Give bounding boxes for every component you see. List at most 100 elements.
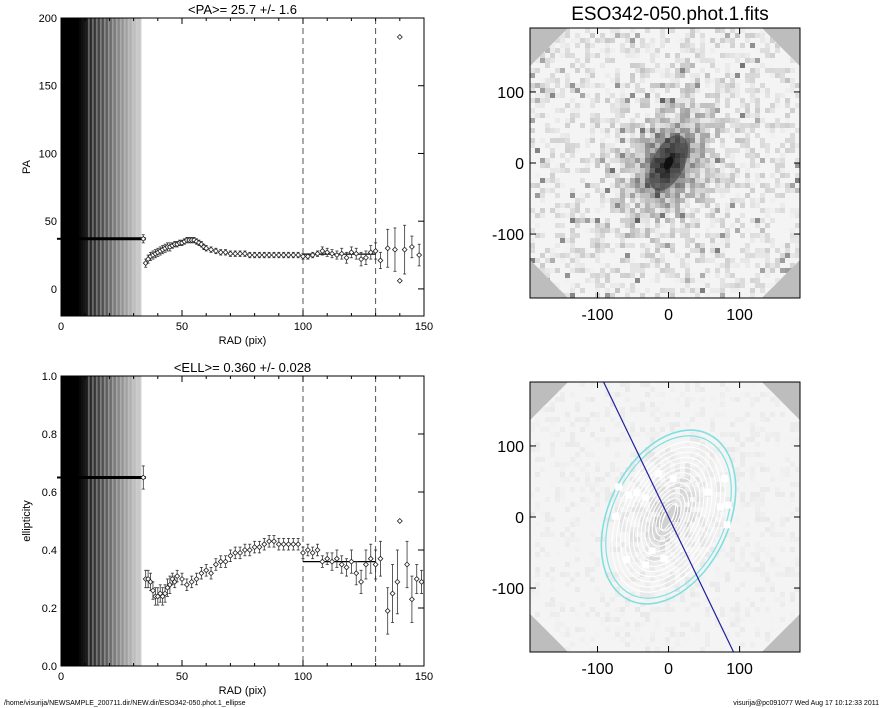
x-tick-label: 150 xyxy=(415,321,433,333)
data-point xyxy=(270,535,277,548)
x-tick-label: 100 xyxy=(294,671,312,683)
footer-user-timestamp: visurija@pc091077 Wed Aug 17 10:12:33 20… xyxy=(733,700,879,707)
data-point xyxy=(140,234,147,244)
x-axis-label: RAD (pix) xyxy=(219,685,267,697)
contour-ellipse xyxy=(648,487,689,547)
contour-ellipse xyxy=(640,477,697,557)
y-tick-label: 100 xyxy=(497,85,524,102)
y-tick-label: 0 xyxy=(515,510,524,527)
data-point xyxy=(237,546,244,560)
mask-block xyxy=(615,483,623,491)
contour-ellipse xyxy=(636,472,701,562)
data-point xyxy=(416,243,423,267)
contour-ellipse xyxy=(611,441,726,593)
data-point xyxy=(362,549,369,580)
x-tick-label: 100 xyxy=(726,307,753,324)
data-point xyxy=(290,538,297,551)
data-point xyxy=(193,572,200,586)
y-tick-label: -100 xyxy=(492,581,524,598)
data-point xyxy=(384,228,391,268)
data-point xyxy=(246,251,253,259)
x-axis-label: RAD (pix) xyxy=(219,335,267,347)
y-tick-label: 100 xyxy=(39,148,57,160)
data-point xyxy=(227,549,234,562)
data-point xyxy=(212,247,219,255)
chart-title: <PA>= 25.7 +/- 1.6 xyxy=(188,2,297,17)
data-point xyxy=(418,569,425,594)
y-tick-label: 100 xyxy=(497,439,524,456)
data-point xyxy=(241,543,248,557)
data-point xyxy=(275,251,282,259)
data-point xyxy=(251,251,258,259)
mask-block xyxy=(642,561,650,569)
y-tick-label: 0.4 xyxy=(42,545,57,557)
plot-frame xyxy=(60,17,425,317)
y-tick-label: 0.6 xyxy=(42,487,57,499)
data-point xyxy=(174,569,181,583)
data-point xyxy=(372,549,379,580)
x-tick-label: 50 xyxy=(176,671,188,683)
mask-block xyxy=(723,521,731,529)
data-point xyxy=(222,249,229,256)
data-point xyxy=(394,549,401,615)
data-point xyxy=(198,567,205,580)
data-point xyxy=(333,250,340,260)
data-point xyxy=(404,540,411,589)
y-tick-label: -100 xyxy=(492,227,524,244)
data-point xyxy=(343,251,350,264)
footer-file-path: /home/visurija/NEWSAMPLE_200711.dir/NEW.… xyxy=(4,700,246,707)
data-point xyxy=(324,247,331,257)
data-point xyxy=(232,250,239,257)
data-point xyxy=(256,540,263,554)
masked-inner-region xyxy=(61,376,142,666)
outer-contour xyxy=(600,429,737,605)
data-point xyxy=(391,227,398,272)
galaxy-image-panel: -100 0 100 -100 0 100 ESO342-050.phot.1.fits xyxy=(492,4,801,324)
data-point xyxy=(285,251,292,259)
data-point xyxy=(266,251,273,259)
x-tick-label: -100 xyxy=(581,307,613,324)
data-point xyxy=(389,564,396,623)
mask-block xyxy=(654,470,662,478)
data-point xyxy=(188,575,195,589)
data-point xyxy=(232,546,239,560)
data-point xyxy=(353,247,360,260)
data-point xyxy=(256,251,263,259)
data-point xyxy=(145,569,152,589)
ellipticity-profile-chart: 0 50 100 150 0.0 0.2 0.4 0.6 0.8 1.0 <ELL>= 0.360 … xyxy=(21,360,433,697)
data-point xyxy=(396,277,403,284)
x-tick-label: 0 xyxy=(58,671,64,683)
data-point xyxy=(217,249,224,256)
x-tick-label: 50 xyxy=(176,321,188,333)
x-tick-label: 0 xyxy=(58,321,64,333)
contour-ellipse xyxy=(651,492,686,542)
y-tick-label: 0.8 xyxy=(42,429,57,441)
data-point xyxy=(413,564,420,594)
mask-block xyxy=(648,547,656,555)
data-point xyxy=(295,538,302,551)
mask-block xyxy=(704,488,712,496)
data-point xyxy=(401,224,408,275)
data-point xyxy=(251,540,258,554)
x-tick-label: 100 xyxy=(726,661,753,678)
data-point xyxy=(246,543,253,557)
data-point xyxy=(348,246,355,259)
y-axis-label: PA xyxy=(21,159,33,174)
data-point xyxy=(384,587,391,635)
data-point xyxy=(222,555,229,568)
x-tick-label: -100 xyxy=(581,661,613,678)
data-point xyxy=(329,552,336,571)
mask-block xyxy=(623,556,631,564)
data-point xyxy=(362,250,369,265)
y-tick-label: 0.2 xyxy=(42,603,57,615)
x-tick-label: 0 xyxy=(664,307,673,324)
data-point xyxy=(208,246,215,253)
galaxy-nucleus xyxy=(663,156,674,170)
mask-block xyxy=(660,555,668,563)
data-point xyxy=(266,535,273,548)
data-point xyxy=(241,250,248,257)
data-point xyxy=(237,250,244,257)
data-point xyxy=(147,251,154,261)
image-title: ESO342-050.phot.1.fits xyxy=(571,4,769,25)
